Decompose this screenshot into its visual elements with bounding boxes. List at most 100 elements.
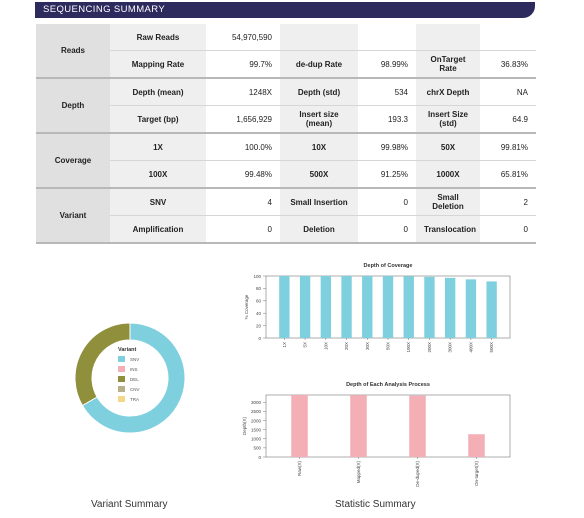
y-tick-label: 0 (258, 455, 261, 460)
section-banner: SEQUENCING SUMMARY (35, 2, 535, 18)
table-row: Depth Depth (mean) 1248X Depth (std) 534… (36, 78, 536, 134)
cell-value: 54,970,590 (206, 24, 280, 51)
bar-300x (445, 277, 456, 338)
legend-swatch (118, 396, 125, 402)
cell-value: 98.99% (358, 50, 416, 79)
x-tick-label: 200X (427, 342, 432, 353)
x-tick-label: 50X (386, 342, 391, 350)
cell-value: 0 (206, 215, 280, 244)
cell-value: 91.25% (358, 160, 416, 189)
x-tick-label: 400X (468, 342, 473, 353)
y-axis-label: % Coverage (244, 294, 249, 319)
bar-on-target-x- (468, 434, 485, 457)
chart-title: Depth of Each Analysis Process (346, 382, 430, 388)
depth-of-coverage-chart: Depth of Coverage 0 20 40 60 80 100 % Coverage 1… (244, 263, 511, 353)
bar-100x (403, 276, 414, 338)
bar-raw-x- (291, 395, 308, 457)
cell-value: 99.48% (206, 160, 280, 189)
cell-value: 534 (358, 78, 416, 106)
chart-title: Depth of Coverage (364, 263, 413, 269)
section-title: SEQUENCING SUMMARY (43, 4, 166, 15)
x-tick-label: 5X (303, 342, 308, 348)
legend-swatch (118, 376, 125, 382)
cell-value: 0 (358, 188, 416, 216)
cell-label: 10X (280, 133, 358, 161)
table-row: Variant SNV 4 Small Insertion 0 Small De… (36, 188, 536, 244)
bar-1x (279, 276, 290, 338)
cell-value: 99.81% (480, 133, 536, 161)
cell-value: 99.7% (206, 50, 280, 79)
table-row: Coverage 1X 100.0% 10X 99.98% 50X 99.81% (36, 133, 536, 189)
y-tick-label: 0 (258, 336, 261, 341)
cell-value: 1248X (206, 78, 280, 106)
bar-de-duped-x- (409, 395, 426, 457)
cell-label: Deletion (280, 215, 358, 244)
cell-label: Depth (mean) (110, 78, 206, 106)
cell-blank (480, 24, 536, 51)
y-tick-label: 60 (256, 299, 262, 304)
cell-blank (416, 24, 480, 51)
x-tick-label: On-target(X) (474, 461, 479, 487)
cell-blank (280, 24, 358, 51)
group-label-depth: Depth (36, 78, 110, 134)
cell-value: 100.0% (206, 133, 280, 161)
bar-30x (362, 276, 373, 338)
cell-label: chrX Depth (416, 78, 480, 106)
cell-label: Depth (std) (280, 78, 358, 106)
cell-value: 1,656,929 (206, 105, 280, 134)
cell-label: 1X (110, 133, 206, 161)
x-tick-label: 100X (406, 342, 411, 353)
y-axis-label: Depth(X) (242, 416, 247, 435)
cell-label: Amplification (110, 215, 206, 244)
cell-blank (358, 24, 416, 51)
cell-label: de-dup Rate (280, 50, 358, 79)
legend-label: SNV (130, 357, 139, 362)
x-tick-label: Raw(X) (297, 461, 302, 477)
x-tick-label: De-duped(X) (415, 461, 420, 487)
cell-value: 0 (358, 215, 416, 244)
cell-label: 500X (280, 160, 358, 189)
legend-swatch (118, 386, 125, 392)
bar-5x (299, 276, 311, 338)
y-tick-label: 2000 (251, 418, 262, 423)
legend-swatch (118, 356, 125, 362)
cell-label: Small Insertion (280, 188, 358, 216)
x-tick-label: 20X (344, 342, 349, 350)
sequencing-summary-table: Reads Raw Reads 54,970,590 Mapping Rate … (36, 24, 536, 244)
variant-summary-caption: Variant Summary (91, 499, 168, 510)
bar-50x (382, 276, 394, 338)
y-tick-label: 1500 (251, 427, 262, 432)
cell-value: 64.9 (480, 105, 536, 134)
cell-value: 99.98% (358, 133, 416, 161)
depth-process-chart: Depth of Each Analysis Process 0 500 1000 15… (242, 382, 511, 487)
group-label-reads: Reads (36, 24, 110, 79)
bar-20x (341, 276, 352, 338)
group-label-coverage: Coverage (36, 133, 110, 189)
legend-label: CNV (130, 387, 140, 392)
table-row: Target (bp) 1,656,929 Insert size (mean)… (36, 105, 536, 134)
cell-label: Insert size (mean) (280, 105, 358, 134)
cell-label: 50X (416, 133, 480, 161)
cell-label: Raw Reads (110, 24, 206, 51)
x-tick-label: 1X (282, 342, 287, 348)
donut-slice-snv (81, 322, 186, 434)
y-tick-label: 40 (256, 311, 262, 316)
statistic-summary-caption: Statistic Summary (335, 499, 416, 510)
cell-value: 193.3 (358, 105, 416, 134)
group-label-variant: Variant (36, 188, 110, 244)
x-tick-label: 500X (489, 342, 494, 353)
donut-slice-del (74, 322, 131, 407)
plot-frame (265, 394, 511, 458)
cell-label: Translocation (416, 215, 480, 244)
bar-mapped-x- (350, 395, 367, 457)
y-tick-label: 80 (256, 286, 262, 291)
legend-label: DEL (130, 377, 139, 382)
y-tick-label: 3000 (251, 400, 262, 405)
y-tick-label: 1000 (251, 437, 262, 442)
cell-label: 100X (110, 160, 206, 189)
x-tick-label: 10X (323, 342, 328, 350)
cell-value: 4 (206, 188, 280, 216)
table-row: Amplification 0 Deletion 0 Translocation… (36, 215, 536, 244)
cell-label: 1000X (416, 160, 480, 189)
cell-label: Small Deletion (416, 188, 480, 216)
